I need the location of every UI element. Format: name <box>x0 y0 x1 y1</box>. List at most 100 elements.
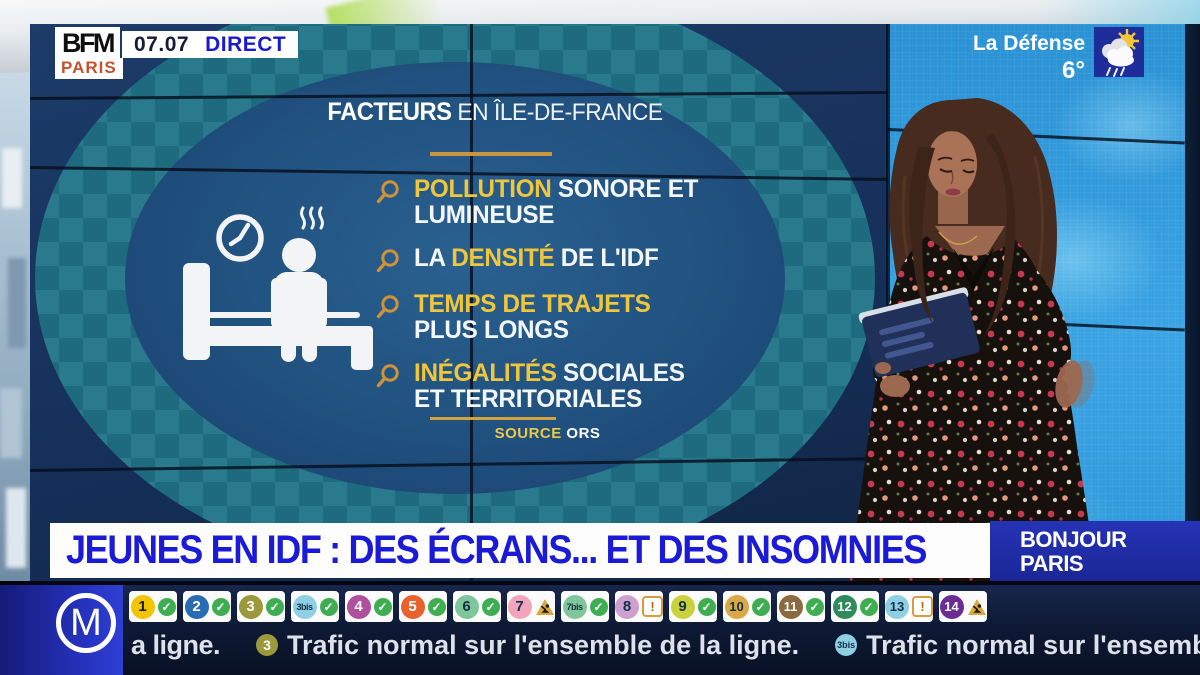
program-line2: PARIS <box>1020 551 1084 577</box>
sun-rain-cloud-icon <box>1094 27 1144 77</box>
traffic-ticker: a ligne. 3 Trafic normal sur l'ensemble … <box>123 625 1200 665</box>
metro-line-badge: 8 <box>615 594 639 619</box>
ticker-lead: a ligne. <box>131 629 221 660</box>
clock: 07.07 <box>134 32 190 56</box>
factor-item: POLLUTION SONORE ET LUMINEUSE <box>375 176 720 228</box>
program-badge: BONJOUR PARIS <box>990 521 1200 581</box>
presenter-tablet <box>858 287 980 378</box>
source-label: SOURCE <box>494 425 562 442</box>
ticker-line-badge: 3bis <box>835 634 858 656</box>
factor-item: LA DENSITÉ DE L'IDF <box>375 245 720 274</box>
status-ok-icon: ✓ <box>589 597 608 616</box>
time-live-bar: 07.07 DIRECT <box>122 31 299 58</box>
headline-text: JEUNES EN IDF : DES ÉCRANS... ET DES INS… <box>66 528 927 572</box>
metro-line-chip: 14 <box>939 591 987 622</box>
metro-line-badge: 10 <box>724 594 749 619</box>
metro-line-chip: 11 ✓ <box>777 591 825 622</box>
status-ok-icon: ✓ <box>211 597 230 616</box>
metro-line-chip: 1 ✓ <box>129 591 177 622</box>
metro-line-badge: 1 <box>130 594 155 619</box>
magnifier-icon <box>376 180 399 204</box>
board-title: FACTEURS EN ÎLE-DE-FRANCE <box>296 98 695 127</box>
metro-line-badge: 4 <box>346 594 371 619</box>
metro-line-badge: 3 <box>238 594 263 619</box>
infographic-circle <box>125 62 785 494</box>
factor-item: INÉGALITÉS SOCIALES ET TERRITORIALES <box>375 360 720 412</box>
ticker-line-badge: 3 <box>256 634 279 656</box>
metro-logo: M <box>56 593 116 653</box>
status-ok-icon: ✓ <box>427 597 446 616</box>
presenter-face <box>927 131 977 197</box>
metro-line-badge: 5 <box>400 594 425 619</box>
strip-separator <box>0 581 1200 585</box>
panel-seam <box>886 24 890 585</box>
channel-logo-sub: PARIS <box>55 58 123 79</box>
source-value: ORS <box>561 425 601 442</box>
screen-right-edge <box>1185 24 1200 585</box>
insomnia-person-on-bed-icon <box>183 206 373 370</box>
metro-line-chip: 13 ! <box>885 591 933 622</box>
factor-item: TEMPS DE TRAJETS PLUS LONGS <box>375 291 720 343</box>
status-ok-icon: ✓ <box>373 597 392 616</box>
status-ok-icon: ✓ <box>265 597 284 616</box>
magnifier-icon <box>376 364 399 388</box>
status-ok-icon: ✓ <box>805 597 824 616</box>
metro-line-badge: 14 <box>939 594 964 619</box>
metro-line-badge: 7 <box>507 594 532 619</box>
presenter <box>849 98 1097 586</box>
weather-location: La Défense <box>972 32 1085 55</box>
weather-temperature: 6° <box>1062 57 1085 84</box>
metro-line-chip: 3 ✓ <box>237 591 285 622</box>
roadworks-icon <box>967 598 986 615</box>
status-ok-icon: ✓ <box>481 597 500 616</box>
ticker-text: Trafic normal sur l'ensemble de la ligne… <box>287 629 800 660</box>
status-ok-icon: ✓ <box>319 597 338 616</box>
metro-line-badge: 7bis <box>562 594 587 619</box>
magnifier-icon <box>376 295 399 319</box>
metro-line-chip: 4 ✓ <box>345 591 393 622</box>
status-ok-icon: ✓ <box>859 597 878 616</box>
metro-line-chip: 3bis ✓ <box>291 591 339 622</box>
live-badge: DIRECT <box>205 32 287 56</box>
metro-line-badge: 3bis <box>292 594 317 619</box>
metro-line-chip: 12 ✓ <box>831 591 879 622</box>
status-ok-icon: ✓ <box>751 597 770 616</box>
metro-line-chip: 7bis ✓ <box>561 591 609 622</box>
board-title-rest: EN ÎLE-DE-FRANCE <box>451 99 663 126</box>
metro-line-chips: 1 ✓ 2 ✓ 3 ✓ 3bis ✓ 4 ✓ 5 ✓ 6 ✓ 7 <box>129 591 987 622</box>
status-ok-icon: ✓ <box>697 597 716 616</box>
status-ok-icon: ✓ <box>157 597 176 616</box>
source-divider <box>430 417 556 420</box>
weather-block: La Défense 6° <box>930 32 1085 85</box>
metro-line-chip: 5 ✓ <box>399 591 447 622</box>
metro-line-chip: 9 ✓ <box>669 591 717 622</box>
metro-line-chip: 10 ✓ <box>723 591 771 622</box>
metro-line-badge: 2 <box>184 594 209 619</box>
title-divider <box>430 152 552 156</box>
channel-logo: BFM <box>55 27 120 60</box>
ticker-item: 3 Trafic normal sur l'ensemble de la lig… <box>256 630 799 661</box>
metro-line-chip: 8 ! <box>615 591 663 622</box>
status-alert-icon: ! <box>912 596 933 617</box>
metro-line-badge: 6 <box>454 594 479 619</box>
ticker-text: Trafic normal sur l'ensemble de la li <box>866 629 1200 660</box>
status-alert-icon: ! <box>642 596 663 617</box>
metro-line-badge: 13 <box>885 594 909 619</box>
factor-list: POLLUTION SONORE ET LUMINEUSE LA DENSITÉ… <box>375 176 720 429</box>
metro-line-badge: 11 <box>778 594 803 619</box>
studio-video-wall <box>30 24 888 585</box>
headline-banner: JEUNES EN IDF : DES ÉCRANS... ET DES INS… <box>50 523 1010 578</box>
board-title-strong: FACTEURS <box>327 98 452 126</box>
panel-seam <box>470 24 473 585</box>
metro-status-strip: M 1 ✓ 2 ✓ 3 ✓ 3bis ✓ 4 ✓ 5 ✓ 6 ✓ 7 <box>0 585 1200 675</box>
metro-line-badge: 12 <box>832 594 857 619</box>
metro-line-badge: 9 <box>670 594 695 619</box>
metro-line-chip: 2 ✓ <box>183 591 231 622</box>
source-line: SOURCE ORS <box>375 425 720 442</box>
ticker-item: 3bis Trafic normal sur l'ensemble de la … <box>835 630 1200 661</box>
metro-logo-box: M <box>0 585 123 675</box>
metro-line-chip: 6 ✓ <box>453 591 501 622</box>
program-line1: BONJOUR <box>1020 527 1127 552</box>
magnifier-icon <box>376 249 399 273</box>
